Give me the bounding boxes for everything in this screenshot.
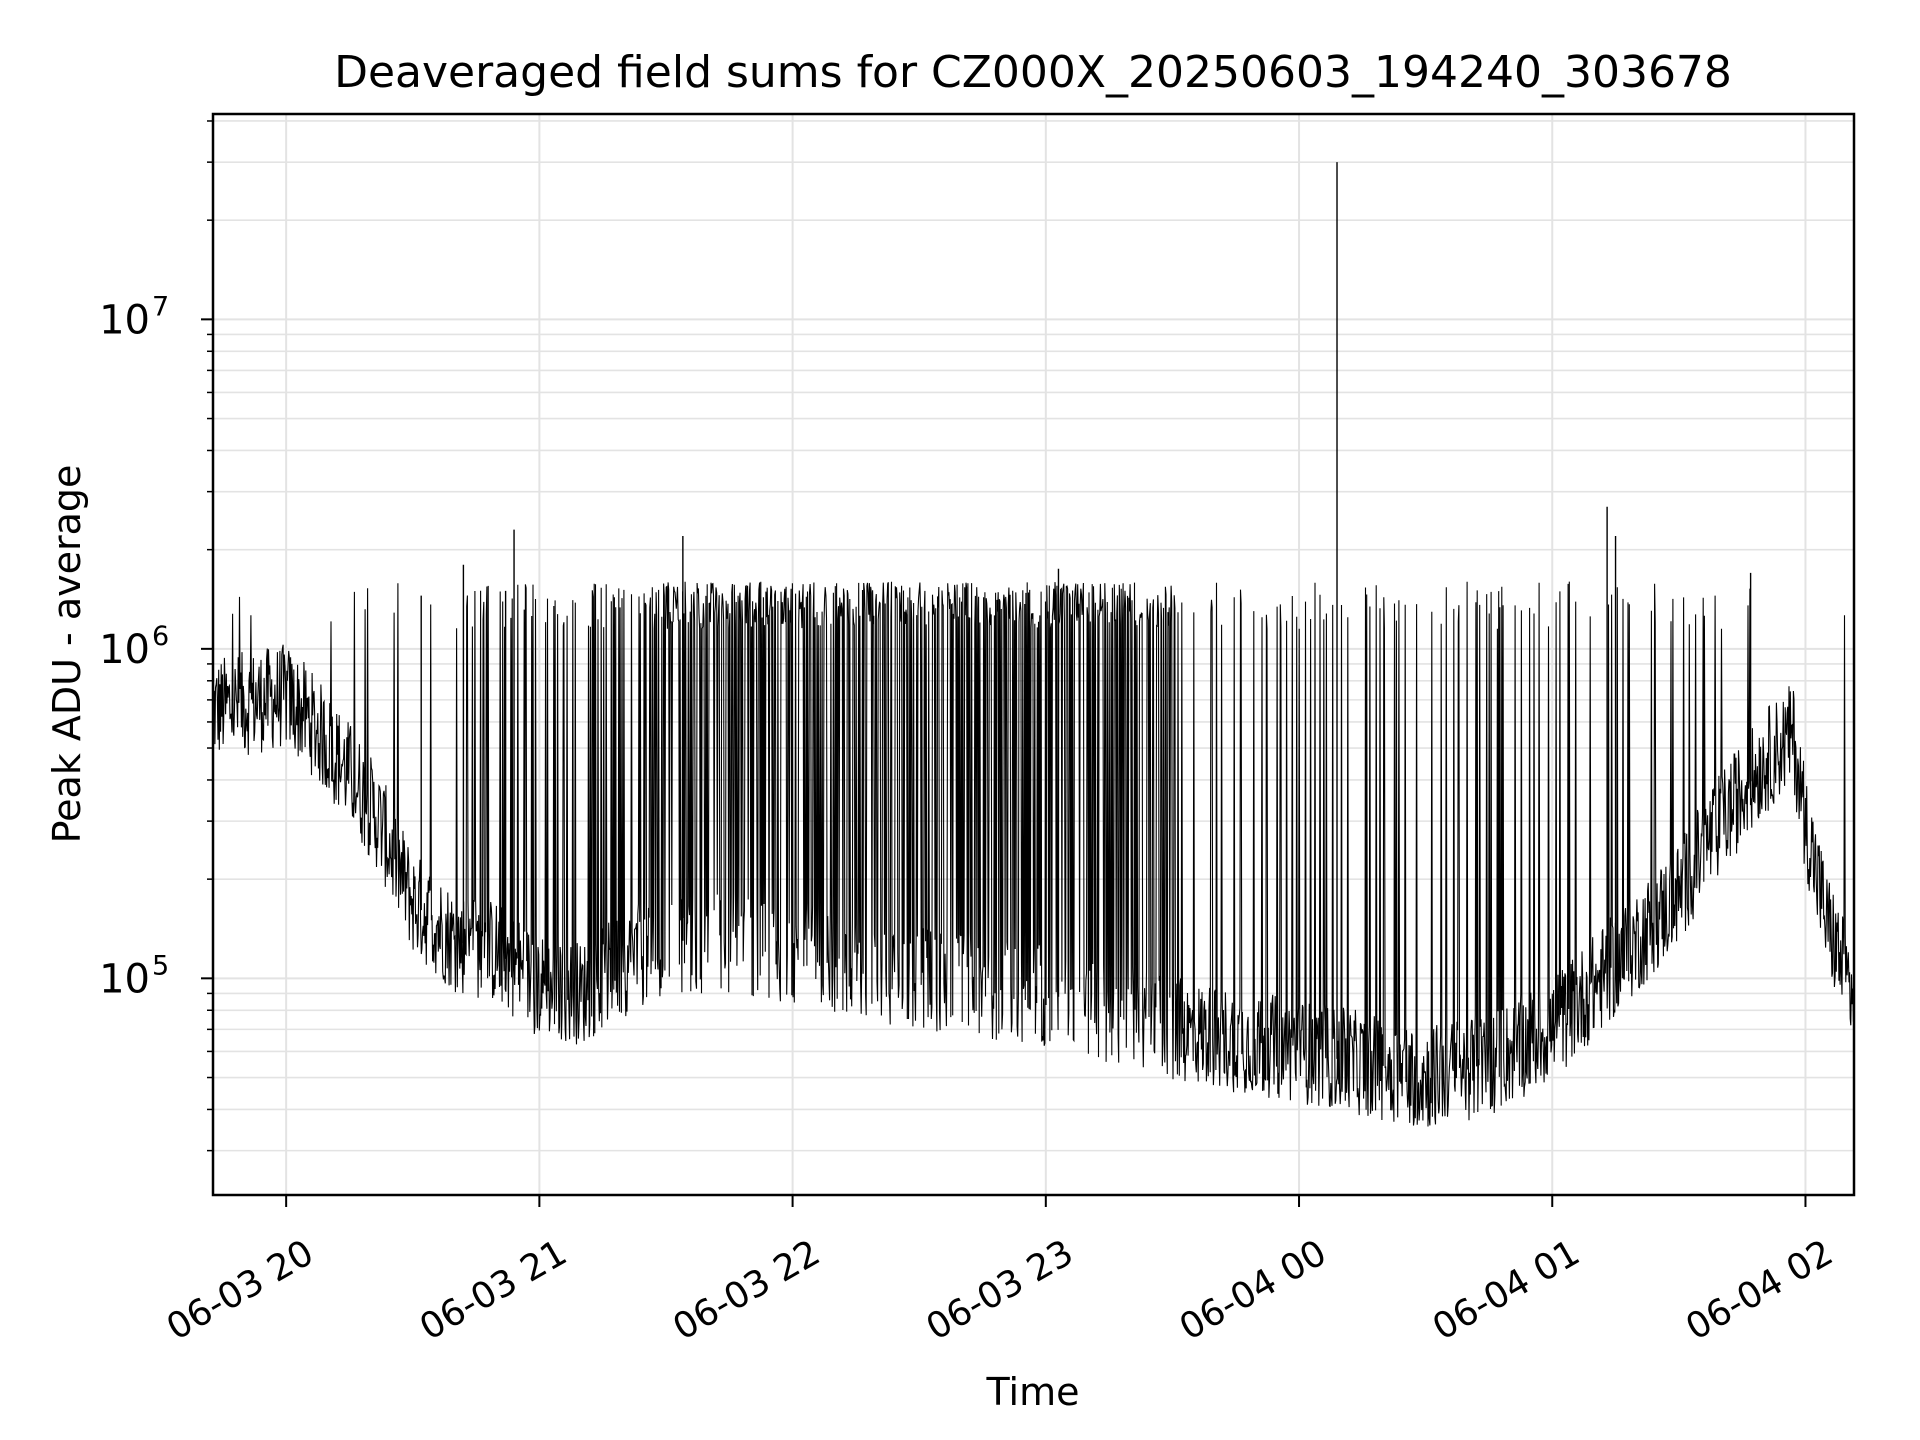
y-tick-exponent: 7 <box>152 291 169 322</box>
chart-title: Deaveraged field sums for CZ000X_2025060… <box>334 47 1732 98</box>
y-tick-label: 10 <box>99 956 150 1002</box>
plot-frame <box>211 112 1856 1197</box>
series <box>212 162 1855 1127</box>
y-tick-exponent: 5 <box>152 950 169 981</box>
y-axis-label: Peak ADU - average <box>45 465 89 844</box>
series-line <box>212 581 1855 1127</box>
y-tick-exponent: 6 <box>152 621 169 652</box>
y-tick-label: 10 <box>99 627 150 673</box>
y-tick-label: 10 <box>99 297 150 343</box>
x-axis-label: Time <box>986 1370 1080 1414</box>
